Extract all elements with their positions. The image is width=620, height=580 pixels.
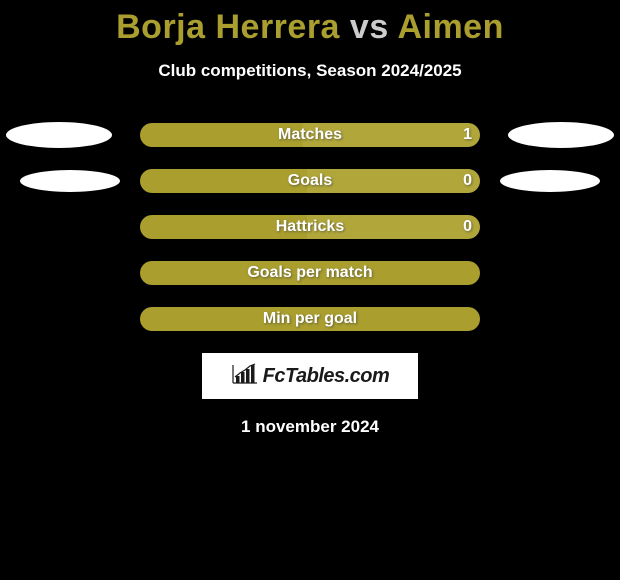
stat-bar [140,307,480,331]
stat-row-hattricks: Hattricks 0 [0,215,620,239]
stats-rows: Matches 1 Goals 0 Hattricks 0 Goals per [0,123,620,331]
stat-bar [140,123,480,147]
title-vs: vs [350,8,389,46]
bar-segment-right [307,169,480,193]
subtitle: Club competitions, Season 2024/2025 [0,61,620,81]
title-player2: Aimen [397,8,503,46]
bar-segment-right [303,123,480,147]
bar-segment-left [140,123,303,147]
stat-row-min-per-goal: Min per goal [0,307,620,331]
bar-segment-right [307,215,480,239]
bar-segment-left [140,169,307,193]
stat-bar [140,215,480,239]
stat-row-goals: Goals 0 [0,169,620,193]
bar-segment-left [140,215,307,239]
stat-bar [140,261,480,285]
logo: FcTables.com [231,363,390,390]
ellipse-right [508,122,614,148]
comparison-infographic: Borja Herrera vs Aimen Club competitions… [0,0,620,437]
stat-bar [140,169,480,193]
stat-row-matches: Matches 1 [0,123,620,147]
date-text: 1 november 2024 [0,417,620,437]
bar-chart-icon [231,363,259,390]
page-title: Borja Herrera vs Aimen [0,8,620,47]
logo-text: FcTables.com [263,365,390,388]
ellipse-left [20,170,120,192]
ellipse-right [500,170,600,192]
title-player1: Borja Herrera [116,8,340,46]
ellipse-left [6,122,112,148]
stat-row-goals-per-match: Goals per match [0,261,620,285]
logo-box: FcTables.com [202,353,418,399]
